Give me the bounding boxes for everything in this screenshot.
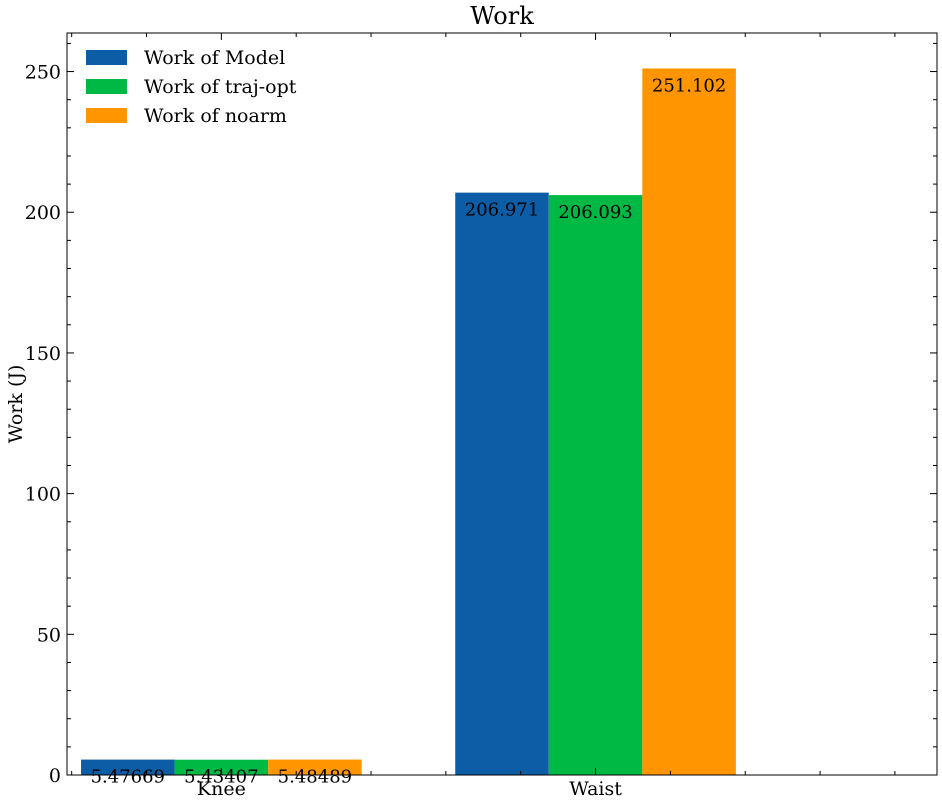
legend-swatch-1 <box>86 79 127 94</box>
bar-label-knee-2: 5.48489 <box>278 767 352 788</box>
bar-label-knee-0: 5.47669 <box>91 767 165 788</box>
bars-layer <box>81 68 736 775</box>
legend-swatch-0 <box>86 50 127 65</box>
legend: Work of Model Work of traj-opt Work of noa… <box>86 47 297 127</box>
y-tick-label: 50 <box>37 624 61 646</box>
legend-label-1: Work of traj-opt <box>144 76 297 98</box>
bar-label-waist-1: 206.093 <box>558 202 632 223</box>
bar-waist-work-of-traj-opt <box>549 195 643 775</box>
legend-label-0: Work of Model <box>144 47 285 69</box>
bar-label-waist-2: 251.102 <box>652 75 726 96</box>
x-tick-label: Waist <box>569 778 622 800</box>
y-tick-label: 100 <box>25 484 61 506</box>
bar-waist-work-of-noarm <box>642 68 736 775</box>
chart-title: Work <box>470 2 534 30</box>
bar-label-waist-0: 206.971 <box>465 200 539 221</box>
y-tick-label: 250 <box>25 62 61 84</box>
legend-swatch-2 <box>86 108 127 123</box>
y-tick-label: 0 <box>49 765 61 787</box>
bar-waist-work-of-model <box>455 193 549 775</box>
y-axis-title: Work (J) <box>5 365 27 444</box>
legend-label-2: Work of noarm <box>144 105 287 127</box>
y-tick-label: 150 <box>25 343 61 365</box>
x-tick-label: Knee <box>197 778 246 800</box>
y-tick-label: 200 <box>25 202 61 224</box>
